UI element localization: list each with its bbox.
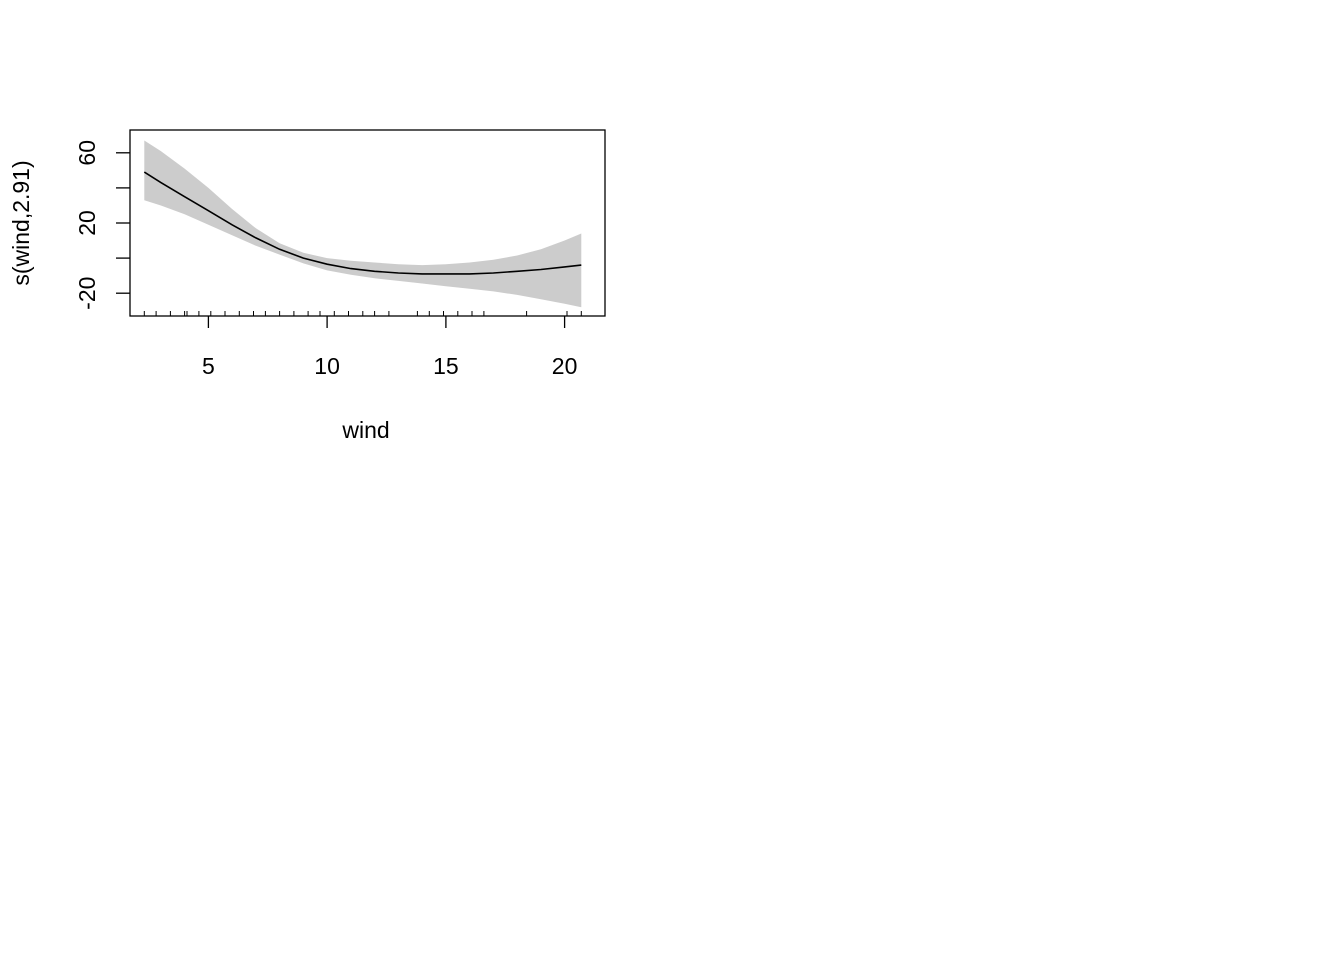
x-tick-label: 20 [552, 353, 578, 379]
x-axis-title: wind [341, 417, 389, 443]
x-axis: 5 10 15 20 [202, 316, 577, 379]
fit-line-layer [143, 171, 582, 275]
y-axis: -20 20 60 [74, 140, 130, 310]
rug-layer [143, 311, 582, 316]
y-tick-label: -20 [74, 277, 100, 310]
y-tick-label: 60 [74, 140, 100, 166]
x-tick-label: 15 [433, 353, 459, 379]
x-tick-label: 5 [202, 353, 215, 379]
y-axis-title: s(wind,2.91) [8, 160, 34, 285]
confidence-band-layer [144, 140, 582, 308]
x-tick-label: 10 [314, 353, 340, 379]
confidence-band [144, 140, 582, 308]
y-tick-label: 20 [74, 210, 100, 236]
smooth-fit-line [143, 171, 582, 275]
